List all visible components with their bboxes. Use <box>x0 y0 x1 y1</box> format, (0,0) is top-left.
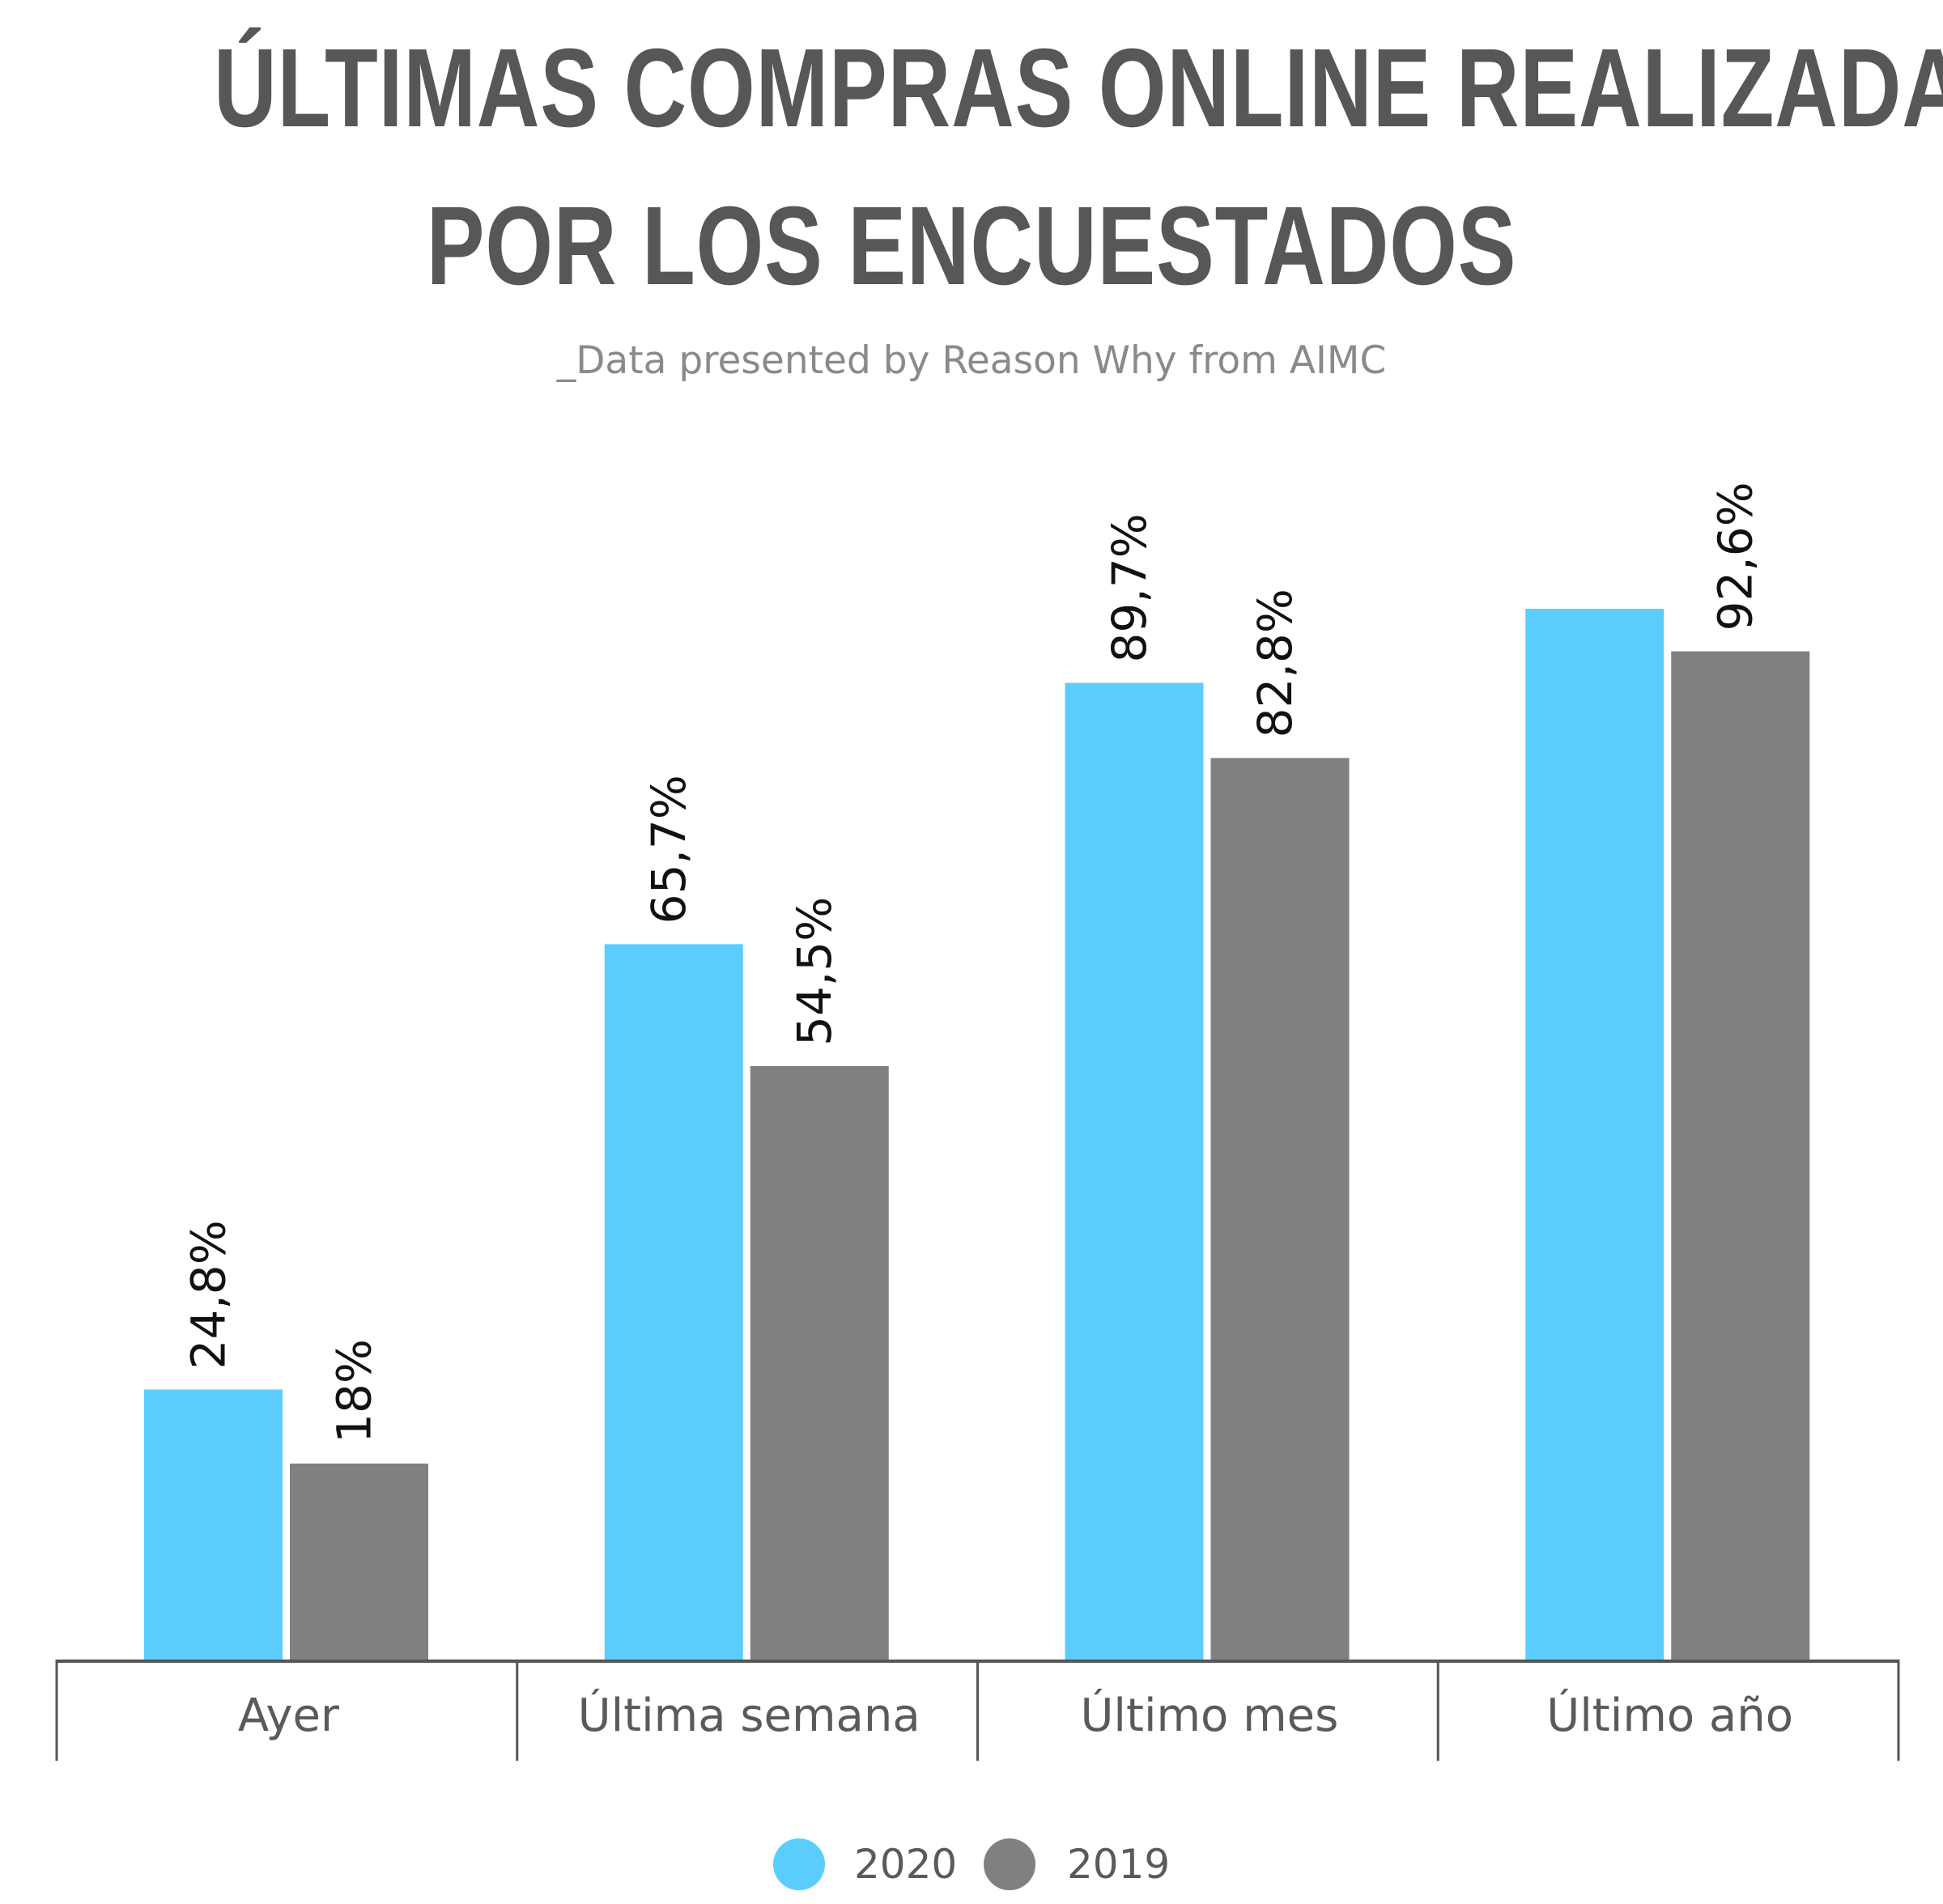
bar-2019-0 <box>290 1463 428 1660</box>
value-label-2019-3: 92,6% <box>1708 482 1763 631</box>
value-label-2020-1: 65,7% <box>641 775 696 924</box>
value-label-2019-0: 18% <box>327 1339 382 1443</box>
bar-2019-3 <box>1671 651 1810 1660</box>
bar-2020-0 <box>144 1389 283 1660</box>
bar-2019-1 <box>750 1065 889 1660</box>
bar-2019-2 <box>1210 758 1350 1660</box>
chart-title-line2: POR LOS ENCUESTADOS <box>426 184 1517 308</box>
legend-swatch-2020 <box>773 1838 825 1890</box>
category-label-0: Ayer <box>238 1689 340 1742</box>
legend-label-2020: 2020 <box>854 1841 958 1888</box>
bar-2020-3 <box>1525 609 1665 1660</box>
value-label-2020-0: 24,8% <box>181 1220 236 1369</box>
category-label-1: Última semana <box>578 1689 920 1742</box>
category-label-3: Último año <box>1546 1689 1793 1742</box>
category-label-2: Último mes <box>1080 1689 1338 1742</box>
value-label-2019-2: 82,8% <box>1248 589 1303 737</box>
legend-label-2019: 2019 <box>1067 1841 1171 1888</box>
legend: 2020 2019 <box>0 1836 1943 1893</box>
chart-title-line1: ÚLTIMAS COMPRAS ONLINE REALIZADAS <box>214 26 1943 151</box>
value-label-2020-2: 89,7% <box>1102 513 1157 662</box>
value-label-2019-1: 54,5% <box>787 897 842 1046</box>
bar-2020-1 <box>604 944 743 1660</box>
chart-subtitle: _Data presented by Reason Why from AIMC <box>556 338 1387 383</box>
bar-2020-2 <box>1065 682 1204 1660</box>
legend-swatch-2019 <box>984 1838 1035 1890</box>
